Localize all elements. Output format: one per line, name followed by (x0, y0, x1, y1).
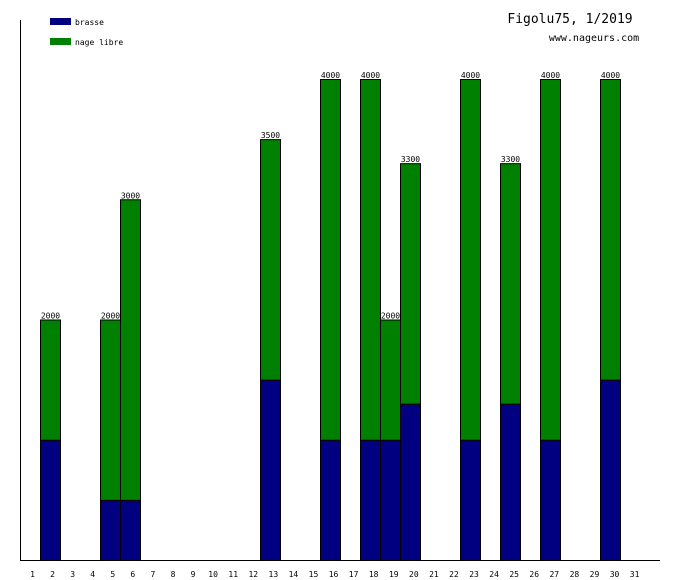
bar-brasse-day-2 (40, 439, 61, 561)
chart-title: Figolu75, 1/2019 (507, 12, 632, 27)
total-label: 3000 (121, 191, 140, 200)
bar-brasse-day-19 (380, 439, 401, 561)
x-tick-label: 24 (489, 570, 499, 579)
bar-nage-libre-day-19 (380, 319, 401, 441)
total-label: 4000 (361, 71, 380, 80)
x-tick-label: 4 (90, 570, 95, 579)
x-tick-label: 18 (369, 570, 379, 579)
bar-nage-libre-day-16 (320, 79, 341, 441)
x-tick-label: 10 (208, 570, 218, 579)
x-tick-label: 26 (529, 570, 539, 579)
bar-nage-libre-day-13 (260, 139, 281, 381)
x-tick-label: 16 (329, 570, 339, 579)
total-label: 4000 (601, 71, 620, 80)
legend-swatch-0 (50, 18, 71, 25)
x-tick-label: 9 (191, 570, 196, 579)
bar-brasse-day-16 (320, 439, 341, 561)
legend-label-0: brasse (75, 18, 104, 27)
x-tick-label: 7 (151, 570, 156, 579)
legend-label-1: nage libre (75, 38, 123, 47)
x-tick-label: 20 (409, 570, 419, 579)
total-label: 4000 (541, 71, 560, 80)
bar-brasse-day-6 (120, 499, 141, 561)
chart-subtitle: www.nageurs.com (549, 33, 639, 44)
bar-brasse-day-23 (460, 439, 481, 561)
x-tick-label: 31 (630, 570, 640, 579)
x-tick-label: 19 (389, 570, 399, 579)
total-label: 2000 (101, 312, 120, 321)
total-label: 2000 (41, 312, 60, 321)
legend-swatch-1 (50, 38, 71, 45)
x-tick-label: 29 (590, 570, 600, 579)
x-tick-label: 27 (549, 570, 559, 579)
bars (40, 79, 621, 561)
x-tick-label: 2 (50, 570, 55, 579)
x-tick-label: 13 (269, 570, 279, 579)
bar-nage-libre-day-25 (500, 163, 521, 405)
x-tick-label: 30 (610, 570, 620, 579)
bar-nage-libre-day-6 (120, 199, 141, 501)
x-tick-label: 28 (570, 570, 580, 579)
total-label: 4000 (461, 71, 480, 80)
bar-brasse-day-13 (260, 379, 281, 561)
bar-brasse-day-25 (500, 403, 521, 561)
bar-nage-libre-day-23 (460, 79, 481, 441)
total-label: 3300 (401, 155, 420, 164)
bar-nage-libre-day-5 (100, 319, 121, 501)
x-tick-label: 23 (469, 570, 479, 579)
bar-brasse-day-5 (100, 499, 121, 561)
x-tick-label: 15 (309, 570, 319, 579)
total-label: 4000 (321, 71, 340, 80)
bar-nage-libre-day-27 (540, 79, 561, 441)
x-tick-label: 17 (349, 570, 359, 579)
bar-brasse-day-18 (360, 439, 381, 561)
total-label: 2000 (381, 312, 400, 321)
x-tick-label: 3 (70, 570, 75, 579)
x-tick-label: 6 (130, 570, 135, 579)
total-label: 3300 (501, 155, 520, 164)
bar-nage-libre-day-30 (600, 79, 621, 381)
bar-brasse-day-20 (400, 403, 421, 561)
x-tick-label: 21 (429, 570, 439, 579)
bar-nage-libre-day-20 (400, 163, 421, 405)
x-tick-label: 12 (248, 570, 258, 579)
x-tick-label: 5 (110, 570, 115, 579)
x-tick-label: 14 (289, 570, 299, 579)
bar-brasse-day-30 (600, 379, 621, 561)
total-label: 3500 (261, 131, 280, 140)
bar-nage-libre-day-18 (360, 79, 381, 441)
bar-nage-libre-day-2 (40, 319, 61, 441)
x-tick-label: 8 (171, 570, 176, 579)
bar-brasse-day-27 (540, 439, 561, 561)
x-tick-label: 22 (449, 570, 459, 579)
x-tick-label: 25 (509, 570, 519, 579)
x-tick-label: 1 (30, 570, 35, 579)
x-tick-label: 11 (228, 570, 238, 579)
legend: brasse nage libre (50, 18, 123, 47)
